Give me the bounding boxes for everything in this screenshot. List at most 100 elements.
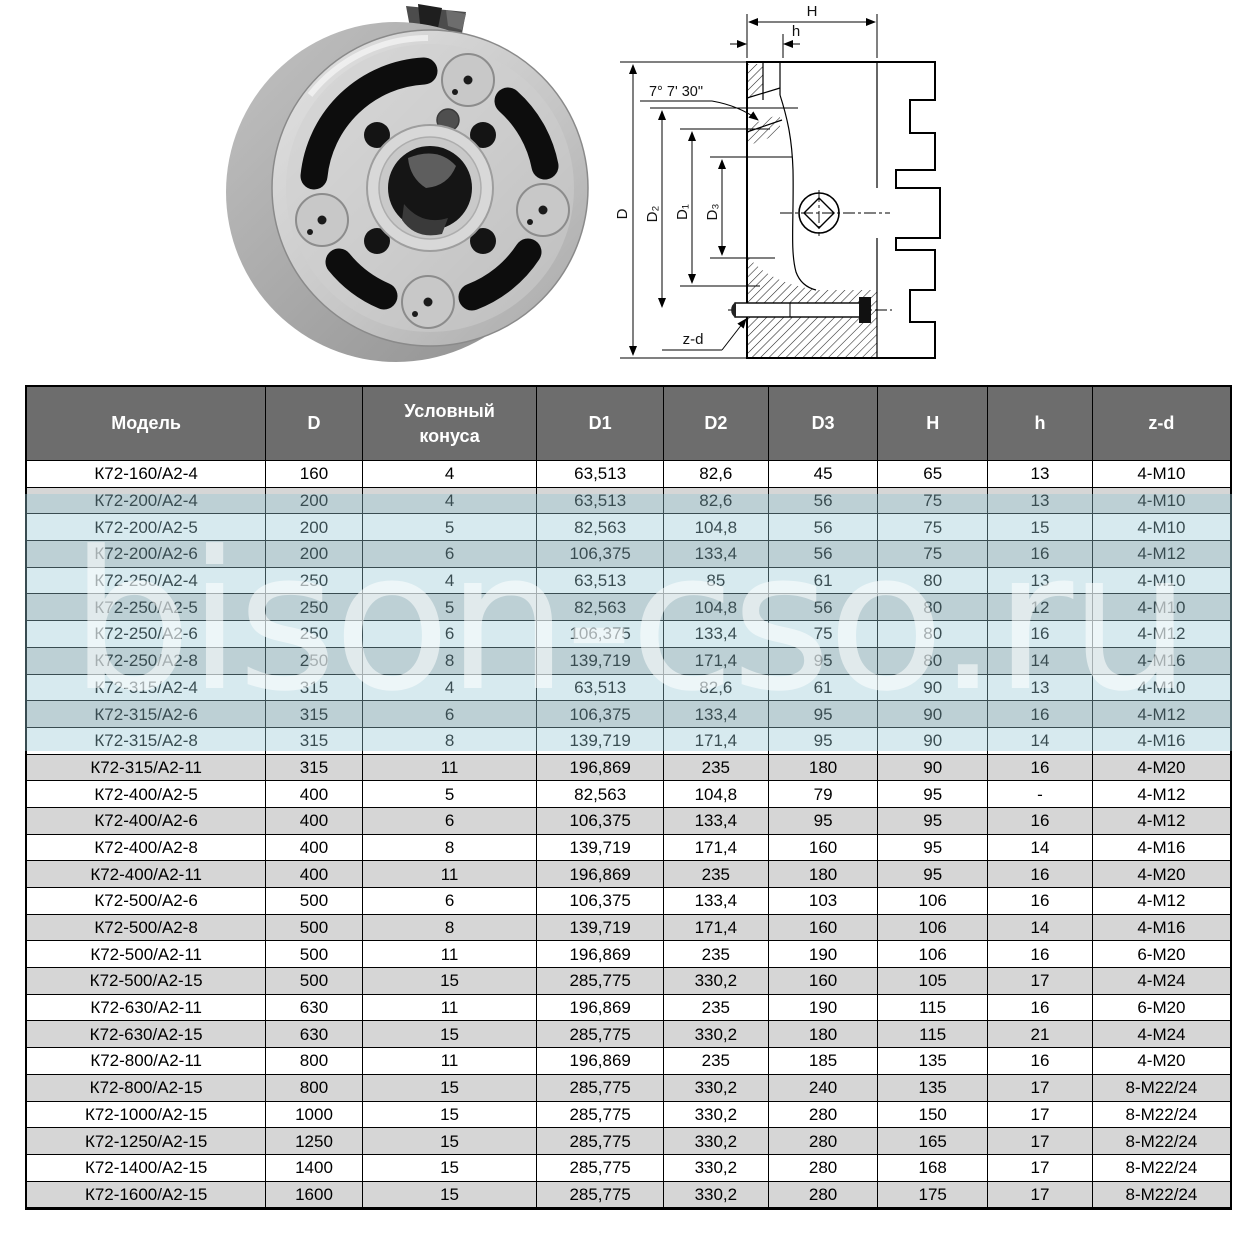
cell-d2: 235 xyxy=(662,860,769,888)
cell-cone: 6 xyxy=(361,887,538,915)
cell-d1: 285,775 xyxy=(536,1180,664,1210)
cell-h: 80 xyxy=(877,593,989,622)
table-row: К72-315/А2-11 315 11 196,869 235 180 90 16 4-М20 xyxy=(25,753,1232,782)
cell-h-small: 16 xyxy=(987,753,1093,782)
cell-model: К72-200/А2-5 xyxy=(25,513,267,542)
cell-d2: 104,8 xyxy=(662,593,769,622)
cell-cone: 15 xyxy=(361,1153,538,1182)
table-row: К72-250/А2-8 250 8 139,719 171,4 95 80 14 4-М16 xyxy=(25,646,1232,675)
cell-d: 200 xyxy=(265,540,363,568)
cell-h-small: 16 xyxy=(987,940,1093,969)
cell-d2: 235 xyxy=(662,940,769,969)
col-header-cone: Условный конуса xyxy=(361,385,538,461)
cell-d2: 82,6 xyxy=(662,673,769,702)
cell-model: К72-1000/А2-15 xyxy=(25,1100,267,1129)
chuck-arc-slots xyxy=(300,57,559,311)
cell-cone: 5 xyxy=(361,513,538,542)
mounting-holes xyxy=(364,122,496,254)
cell-cone: 4 xyxy=(361,486,538,515)
cell-h: 75 xyxy=(877,513,989,542)
cell-z-d: 4-М20 xyxy=(1091,1047,1232,1075)
dim-D1-label: D₁ xyxy=(674,204,691,220)
cell-h-small: 17 xyxy=(987,1180,1093,1210)
cell-cone: 8 xyxy=(361,646,538,675)
cell-d2: 85 xyxy=(662,566,769,595)
cell-z-d: 4-М10 xyxy=(1091,566,1232,595)
cell-cone: 11 xyxy=(361,1047,538,1075)
cell-z-d: 4-М24 xyxy=(1091,967,1232,995)
cell-h-small: 14 xyxy=(987,646,1093,675)
table-row: К72-315/А2-8 315 8 139,719 171,4 95 90 14 4-М16 xyxy=(25,726,1232,755)
cell-d: 500 xyxy=(265,913,363,942)
cell-d: 630 xyxy=(265,1020,363,1049)
table-row: К72-315/А2-4 315 4 63,513 82,6 61 90 13 4-М10 xyxy=(25,673,1232,702)
cell-model: К72-500/А2-8 xyxy=(25,913,267,942)
cell-d3: 280 xyxy=(767,1127,879,1155)
col-header-model: Модель xyxy=(25,385,267,461)
cell-model: К72-250/А2-5 xyxy=(25,593,267,622)
chuck-drawing: D D₂ D₁ D₃ xyxy=(600,0,960,372)
cell-d: 250 xyxy=(265,566,363,595)
cell-d1: 285,775 xyxy=(536,1127,664,1155)
cell-h-small: 17 xyxy=(987,967,1093,995)
table-row: К72-315/А2-6 315 6 106,375 133,4 95 90 16 4-М12 xyxy=(25,700,1232,728)
cell-d1: 139,719 xyxy=(536,646,664,675)
cell-d3: 45 xyxy=(767,460,879,488)
dim-D2-label: D₂ xyxy=(644,205,661,222)
cell-d: 250 xyxy=(265,646,363,675)
cell-d3: 180 xyxy=(767,753,879,782)
cell-d1: 196,869 xyxy=(536,993,664,1022)
cell-h: 80 xyxy=(877,646,989,675)
cell-d2: 330,2 xyxy=(662,1020,769,1049)
col-header-d2: D2 xyxy=(662,385,769,461)
cell-cone: 11 xyxy=(361,860,538,888)
cell-z-d: 4-М10 xyxy=(1091,593,1232,622)
pinion xyxy=(780,190,890,236)
table-row: К72-500/А2-15 500 15 285,775 330,2 160 105 17 4-… xyxy=(25,967,1232,995)
cell-h-small: 21 xyxy=(987,1020,1093,1049)
cell-cone: 15 xyxy=(361,967,538,995)
highlight xyxy=(307,34,429,97)
cell-model: К72-800/А2-15 xyxy=(25,1073,267,1102)
cell-h: 106 xyxy=(877,940,989,969)
cell-d3: 61 xyxy=(767,673,879,702)
cell-d3: 61 xyxy=(767,566,879,595)
cell-cone: 15 xyxy=(361,1020,538,1049)
cell-model: К72-400/А2-8 xyxy=(25,833,267,862)
cell-h: 90 xyxy=(877,700,989,728)
cell-d3: 280 xyxy=(767,1100,879,1129)
bore-jaw-shadows xyxy=(402,153,456,236)
cell-d3: 95 xyxy=(767,726,879,755)
dim-H: H xyxy=(746,3,878,58)
cell-h-small: 14 xyxy=(987,913,1093,942)
table-row: К72-400/А2-5 400 5 82,563 104,8 79 95-4-М12 xyxy=(25,780,1232,808)
cell-h: 106 xyxy=(877,913,989,942)
cell-d: 400 xyxy=(265,860,363,888)
cell-z-d: 4-М24 xyxy=(1091,1020,1232,1049)
table-row: К72-160/А2-4 160 4 63,513 82,6 45 65 13 4-М10 xyxy=(25,460,1232,488)
cell-z-d: 4-М20 xyxy=(1091,860,1232,888)
cell-model: К72-160/А2-4 xyxy=(25,460,267,488)
cell-model: К72-800/А2-11 xyxy=(25,1047,267,1075)
cam-sockets xyxy=(295,53,570,329)
cell-cone: 5 xyxy=(361,593,538,622)
cell-cone: 11 xyxy=(361,753,538,782)
cell-z-d: 4-М12 xyxy=(1091,806,1232,835)
cell-h-small: - xyxy=(987,780,1093,808)
cell-d2: 82,6 xyxy=(662,486,769,515)
cell-d3: 95 xyxy=(767,646,879,675)
cell-d3: 56 xyxy=(767,513,879,542)
cell-model: К72-315/А2-11 xyxy=(25,753,267,782)
cell-d3: 185 xyxy=(767,1047,879,1075)
cell-cone: 8 xyxy=(361,833,538,862)
cell-z-d: 4-М10 xyxy=(1091,513,1232,542)
table-row: К72-400/А2-8 400 8 139,719 171,4 160 95 14 4-М16 xyxy=(25,833,1232,862)
cell-model: К72-315/А2-6 xyxy=(25,700,267,728)
cell-h: 95 xyxy=(877,780,989,808)
cell-d3: 160 xyxy=(767,967,879,995)
cell-h-small: 13 xyxy=(987,486,1093,515)
cell-d1: 139,719 xyxy=(536,726,664,755)
cell-model: К72-400/А2-11 xyxy=(25,860,267,888)
cell-d2: 235 xyxy=(662,993,769,1022)
cell-h-small: 16 xyxy=(987,620,1093,648)
